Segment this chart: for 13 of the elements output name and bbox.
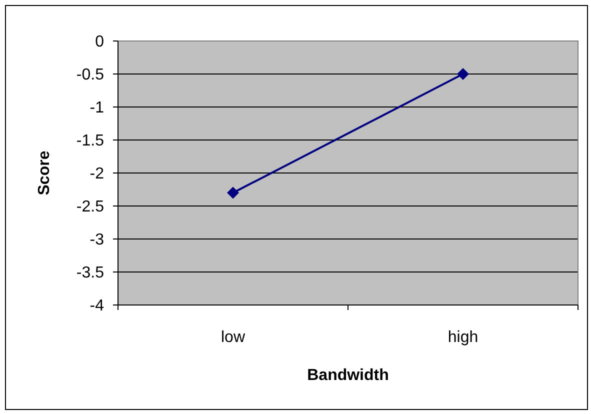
y-tick-label: -2 [90, 166, 104, 183]
y-tick-label: 0 [95, 34, 104, 51]
x-tick-label: high [448, 329, 478, 346]
y-tick-label: -4 [90, 298, 104, 315]
y-tick-label: -3.5 [76, 264, 104, 282]
x-axis-title: Bandwidth [307, 367, 389, 384]
y-tick-label: -1 [90, 100, 104, 117]
y-tick-label: -3 [90, 232, 104, 249]
y-axis-title: Score [36, 150, 53, 196]
y-tick-label: -0.5 [76, 66, 104, 84]
x-tick-label: low [220, 329, 246, 346]
y-tick-label: -2.5 [76, 198, 104, 216]
y-tick-label: -1.5 [76, 132, 104, 150]
